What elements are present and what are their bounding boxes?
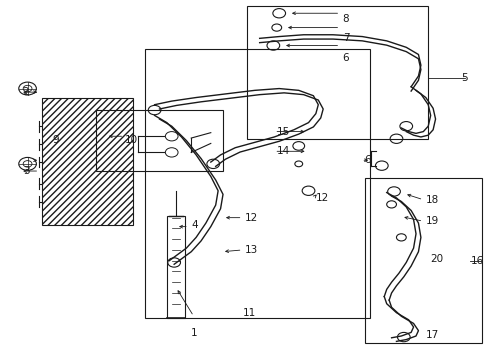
Text: 17: 17 xyxy=(426,330,439,340)
Text: 13: 13 xyxy=(245,245,258,255)
Text: 14: 14 xyxy=(277,146,290,156)
Text: 19: 19 xyxy=(426,216,439,226)
Bar xyxy=(42,98,133,225)
Text: 6: 6 xyxy=(365,155,371,165)
Text: 7: 7 xyxy=(343,33,349,43)
Text: 4: 4 xyxy=(191,220,198,230)
Text: 1: 1 xyxy=(191,328,197,338)
Text: 9: 9 xyxy=(53,135,59,145)
Bar xyxy=(365,178,482,343)
Bar xyxy=(247,6,428,139)
Text: 8: 8 xyxy=(343,14,349,24)
Text: 12: 12 xyxy=(245,213,258,222)
Text: 12: 12 xyxy=(316,193,329,203)
Text: 3: 3 xyxy=(23,166,29,176)
Bar xyxy=(96,110,223,171)
Bar xyxy=(145,49,369,318)
Text: 11: 11 xyxy=(243,309,256,318)
Text: 5: 5 xyxy=(461,73,467,83)
Bar xyxy=(167,216,185,318)
Text: 15: 15 xyxy=(277,127,290,136)
Text: 6: 6 xyxy=(343,53,349,63)
Text: 2: 2 xyxy=(23,87,29,97)
Text: 10: 10 xyxy=(124,135,137,145)
Text: 20: 20 xyxy=(431,254,444,264)
Text: 16: 16 xyxy=(471,256,485,266)
Text: 18: 18 xyxy=(426,195,439,205)
